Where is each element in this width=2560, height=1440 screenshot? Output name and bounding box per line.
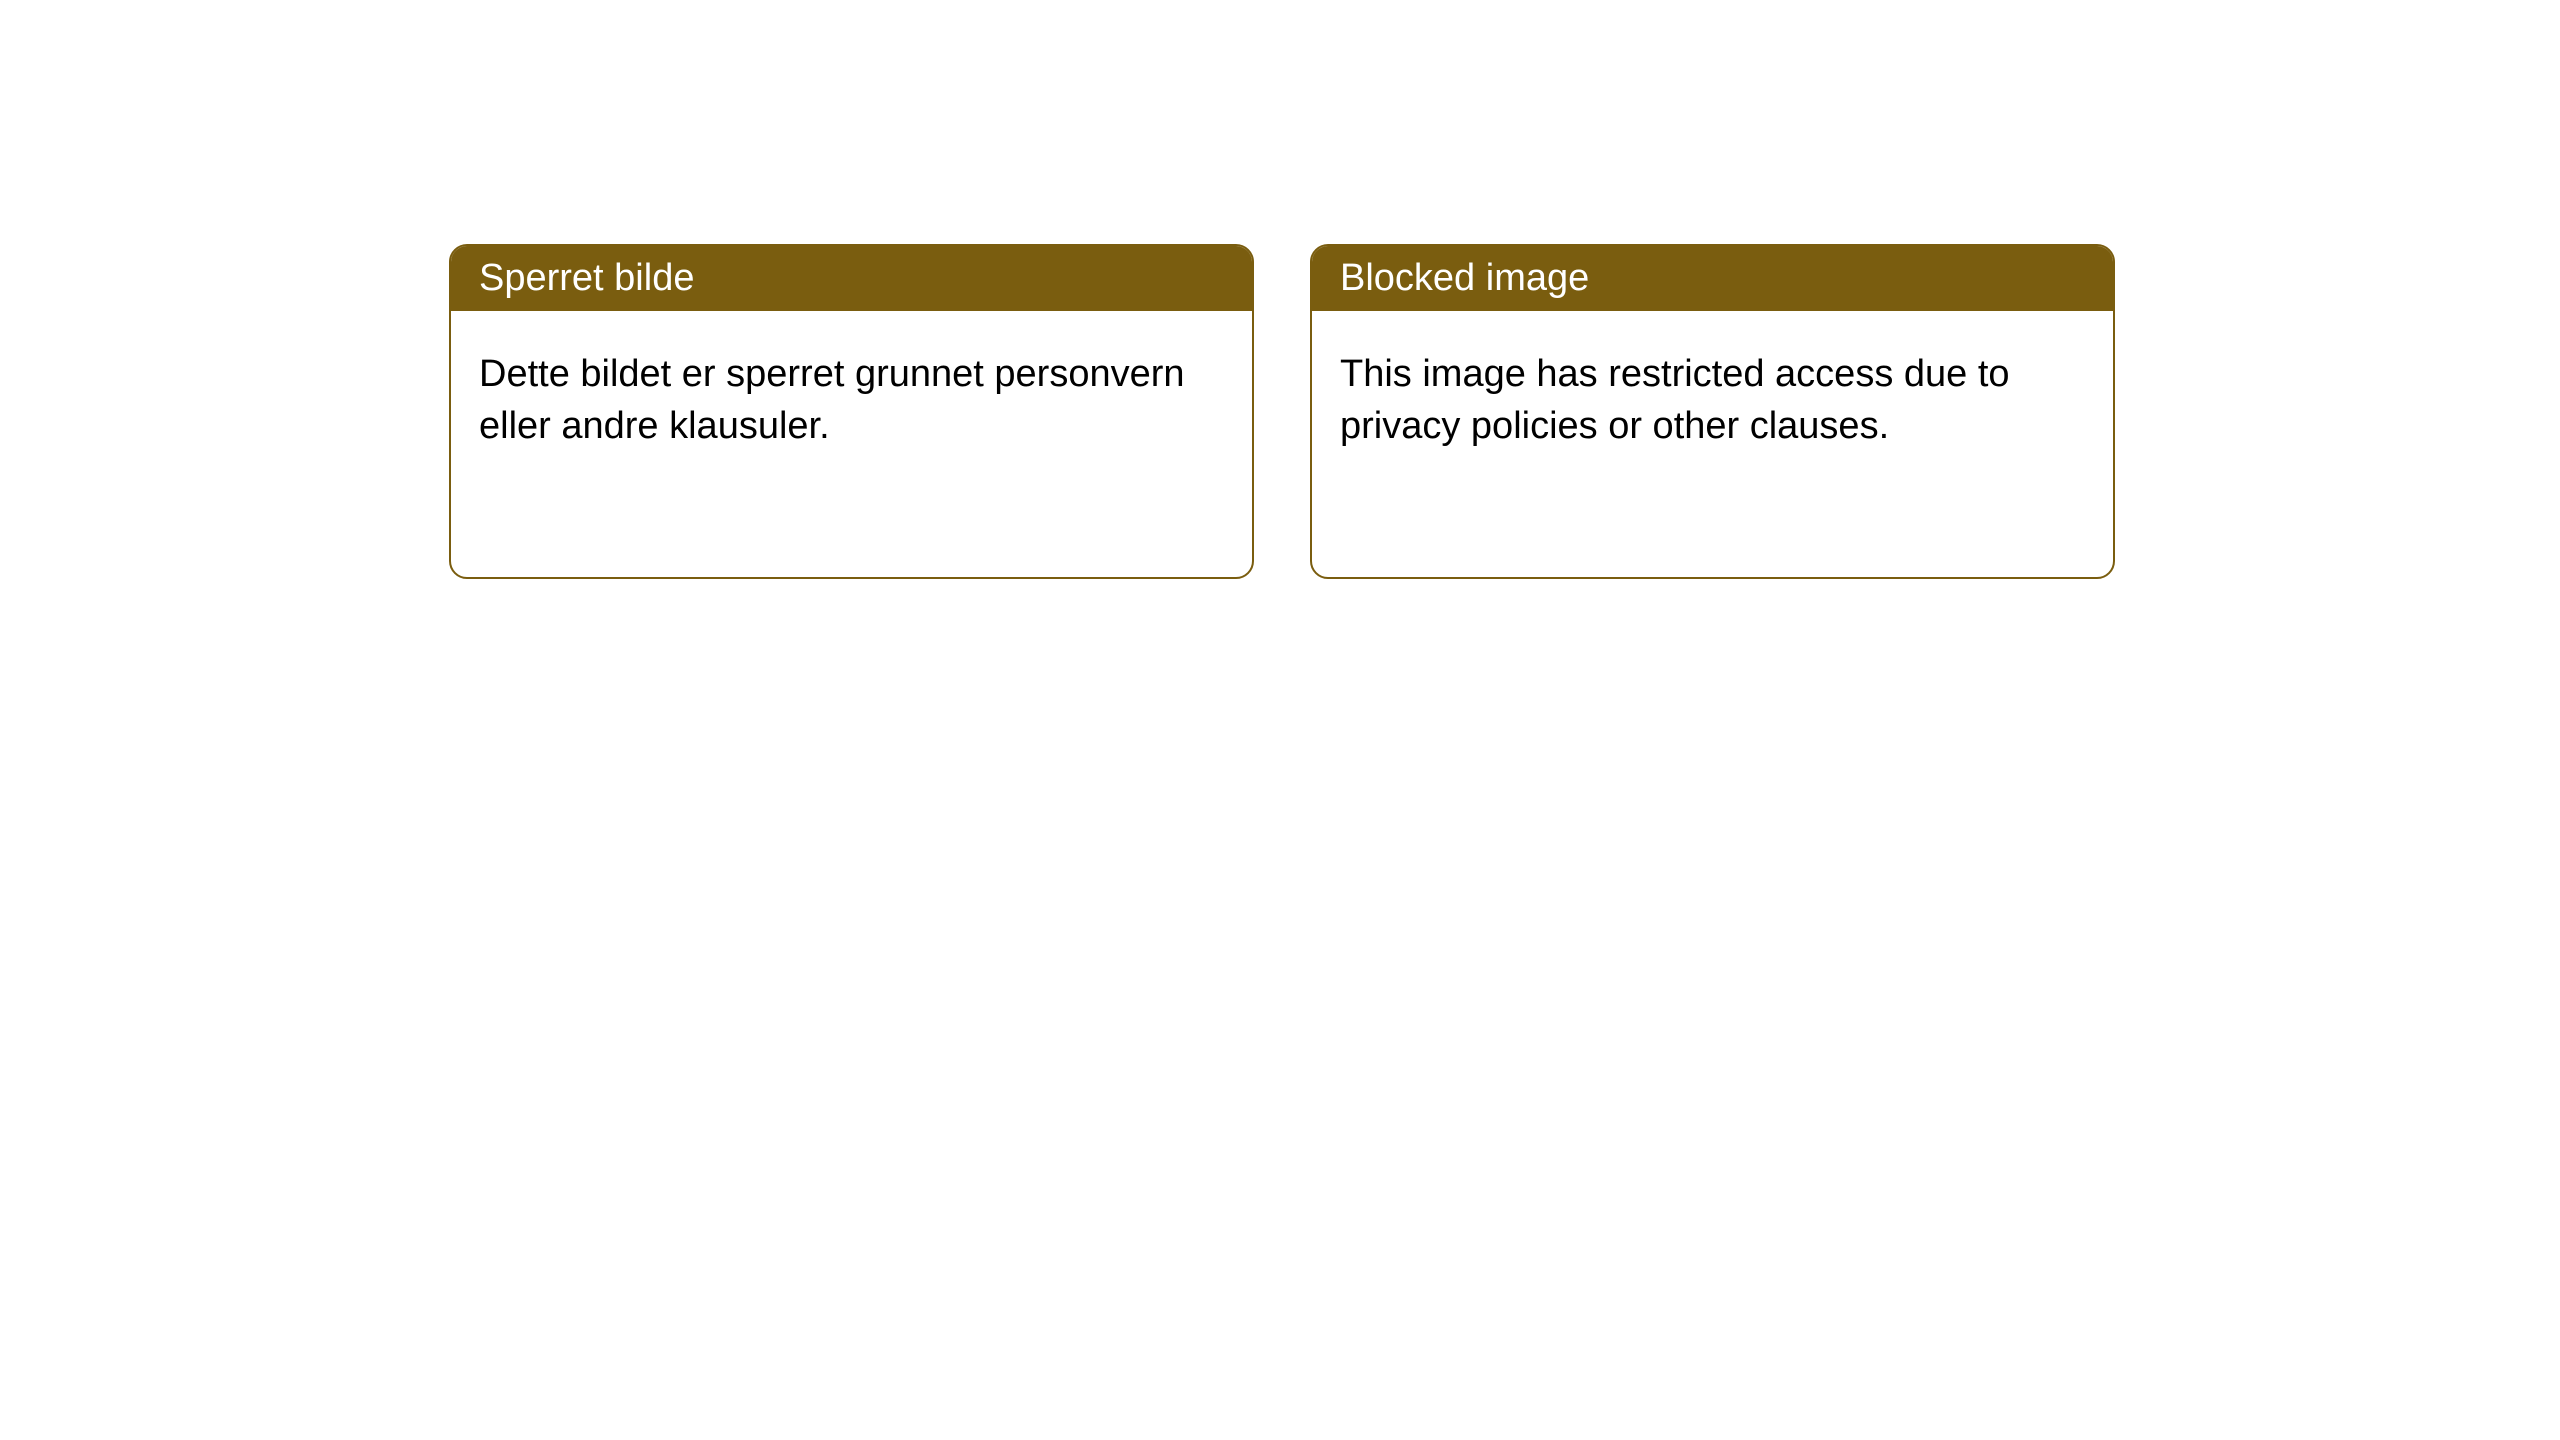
notice-card-norwegian: Sperret bilde Dette bildet er sperret gr… xyxy=(449,244,1254,579)
notice-title-norwegian: Sperret bilde xyxy=(451,246,1252,311)
notice-title-english: Blocked image xyxy=(1312,246,2113,311)
notice-card-english: Blocked image This image has restricted … xyxy=(1310,244,2115,579)
notice-body-norwegian: Dette bildet er sperret grunnet personve… xyxy=(451,311,1252,490)
notice-container: Sperret bilde Dette bildet er sperret gr… xyxy=(449,244,2115,579)
notice-body-english: This image has restricted access due to … xyxy=(1312,311,2113,490)
